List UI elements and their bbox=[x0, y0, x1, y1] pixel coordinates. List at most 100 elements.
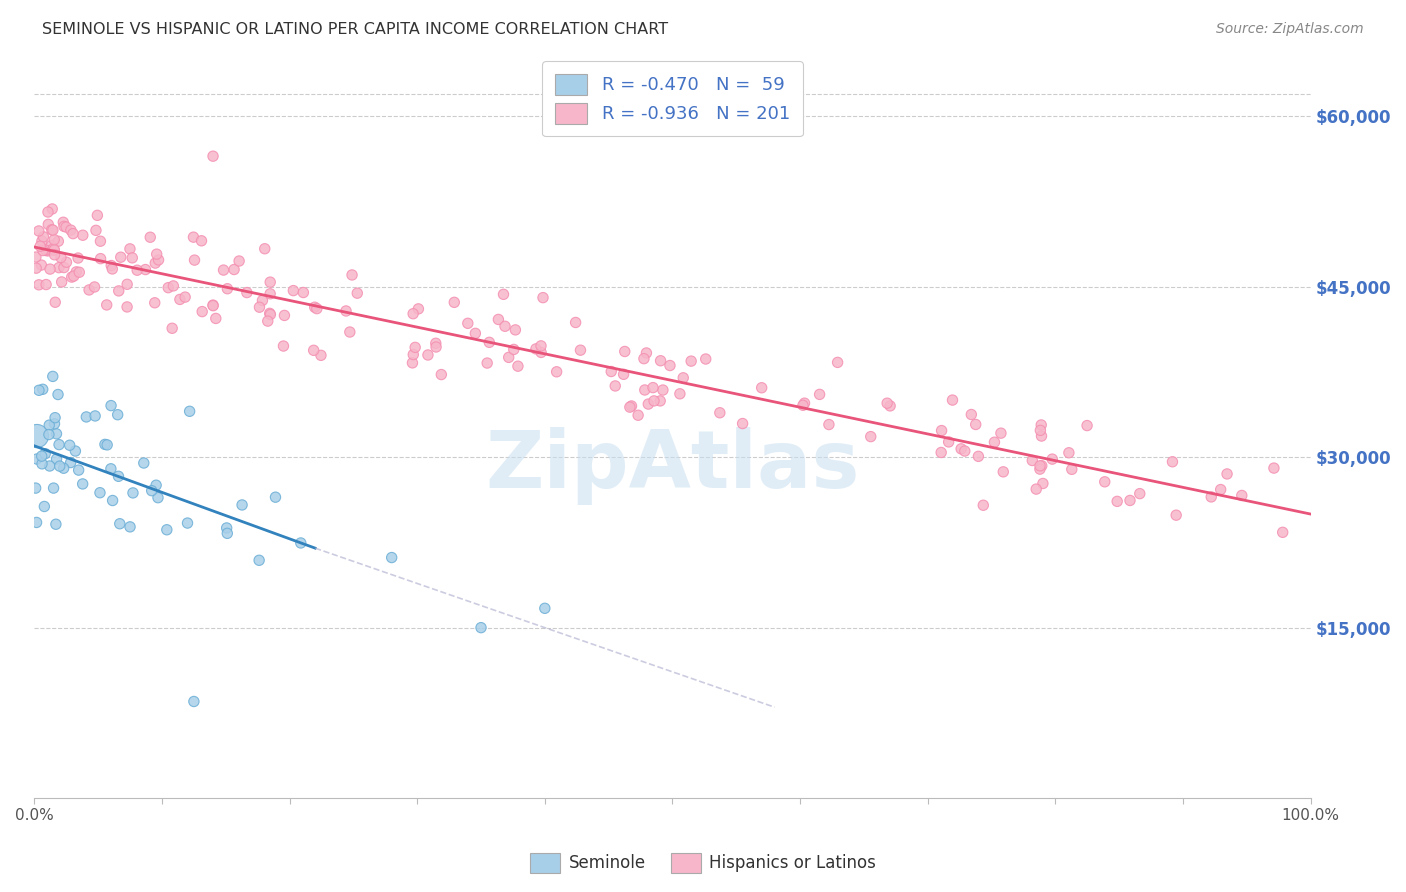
Point bbox=[37, 244, 59, 258]
Point bbox=[132, 456, 155, 470]
Point bbox=[38, 427, 60, 442]
Point bbox=[212, 263, 235, 277]
Point bbox=[42, 481, 65, 495]
Point bbox=[65, 265, 87, 279]
Point bbox=[659, 359, 682, 373]
Point bbox=[650, 393, 672, 408]
Point bbox=[1057, 446, 1080, 460]
Point bbox=[534, 601, 557, 615]
Point bbox=[530, 345, 553, 359]
Point bbox=[134, 262, 156, 277]
Point bbox=[1040, 452, 1063, 467]
Point bbox=[402, 307, 425, 321]
Point bbox=[879, 399, 901, 413]
Point bbox=[52, 260, 75, 275]
Point bbox=[31, 449, 53, 463]
Point bbox=[1021, 453, 1043, 467]
Point bbox=[90, 252, 112, 266]
Point bbox=[486, 312, 509, 326]
Point bbox=[1199, 490, 1222, 504]
Point bbox=[44, 248, 66, 262]
Point bbox=[204, 311, 226, 326]
Point bbox=[627, 409, 650, 423]
Point bbox=[31, 382, 53, 396]
Point bbox=[1032, 476, 1054, 491]
Point bbox=[273, 309, 295, 323]
Point bbox=[292, 285, 315, 300]
Point bbox=[83, 280, 105, 294]
Point bbox=[28, 277, 51, 292]
Point bbox=[100, 399, 122, 413]
Point bbox=[217, 526, 239, 541]
Point bbox=[430, 368, 453, 382]
Point bbox=[1230, 488, 1253, 502]
Point bbox=[25, 429, 48, 443]
Point bbox=[1060, 462, 1083, 476]
Point bbox=[650, 353, 672, 368]
Point bbox=[283, 284, 305, 298]
Point bbox=[101, 262, 124, 277]
Point bbox=[953, 444, 976, 458]
Point bbox=[72, 477, 94, 491]
Point bbox=[179, 404, 201, 418]
Point bbox=[569, 343, 592, 358]
Point bbox=[256, 314, 278, 328]
Point bbox=[502, 343, 524, 357]
Point bbox=[146, 491, 169, 505]
Point bbox=[84, 223, 107, 237]
Point bbox=[145, 247, 167, 261]
Point bbox=[41, 238, 63, 252]
Point bbox=[731, 417, 754, 431]
Point bbox=[48, 459, 70, 474]
Point bbox=[249, 300, 271, 314]
Point bbox=[44, 417, 66, 431]
Point bbox=[55, 255, 77, 269]
Point bbox=[139, 230, 162, 244]
Point bbox=[42, 369, 65, 384]
Point bbox=[546, 365, 568, 379]
Point bbox=[470, 621, 492, 635]
Point bbox=[100, 462, 122, 476]
Point bbox=[28, 384, 51, 398]
Point bbox=[25, 250, 48, 264]
Point bbox=[34, 243, 56, 257]
Point bbox=[613, 344, 636, 359]
Point bbox=[62, 268, 84, 283]
Point bbox=[1031, 417, 1053, 432]
Point bbox=[44, 410, 66, 425]
Point bbox=[222, 262, 245, 277]
Point bbox=[143, 295, 166, 310]
Point bbox=[30, 258, 52, 272]
Point bbox=[190, 234, 212, 248]
Point bbox=[478, 335, 501, 350]
Point bbox=[41, 223, 63, 237]
Point bbox=[156, 523, 179, 537]
Point bbox=[643, 393, 665, 408]
Point bbox=[59, 223, 82, 237]
Point bbox=[695, 351, 717, 366]
Point bbox=[381, 550, 404, 565]
Point bbox=[72, 228, 94, 243]
Point bbox=[31, 234, 53, 248]
Point bbox=[25, 261, 48, 276]
Point bbox=[37, 205, 59, 219]
Point bbox=[25, 516, 48, 530]
Point bbox=[60, 270, 83, 285]
Point bbox=[44, 295, 66, 310]
Point bbox=[457, 316, 479, 330]
Point bbox=[31, 457, 53, 471]
Point bbox=[84, 409, 107, 423]
Point bbox=[931, 424, 953, 438]
Point bbox=[59, 456, 82, 470]
Point bbox=[35, 244, 58, 258]
Point bbox=[1029, 423, 1052, 437]
Point bbox=[52, 215, 75, 229]
Point bbox=[1031, 429, 1053, 443]
Point bbox=[416, 348, 439, 362]
Point bbox=[252, 293, 274, 308]
Point bbox=[408, 301, 430, 316]
Point bbox=[401, 356, 423, 370]
Point bbox=[45, 517, 67, 532]
Point bbox=[174, 290, 197, 304]
Point bbox=[55, 220, 77, 235]
